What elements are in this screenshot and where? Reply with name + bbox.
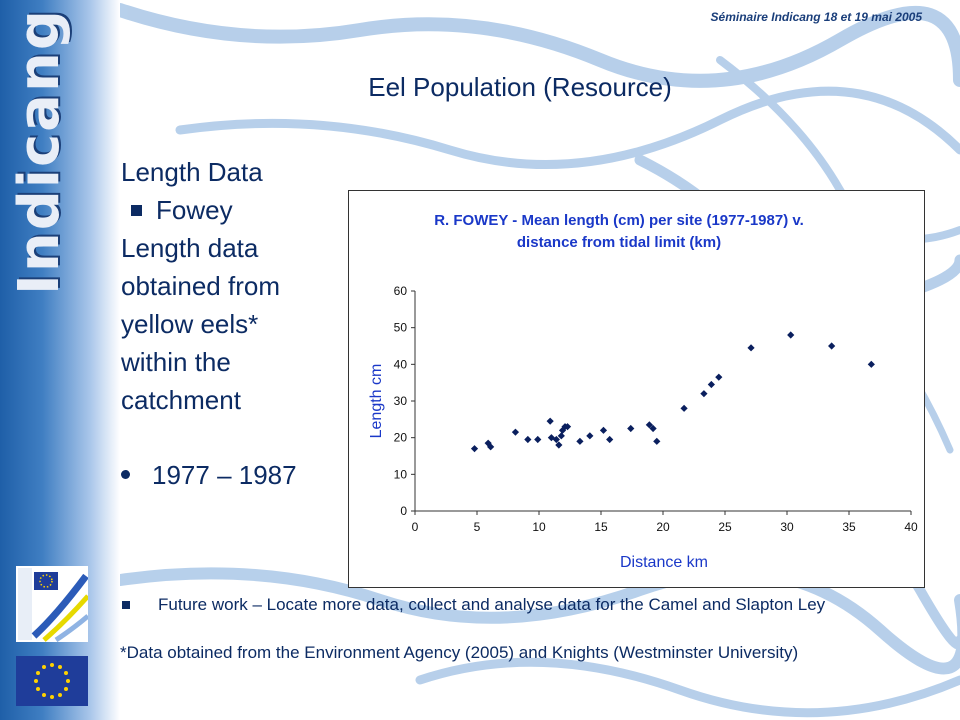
- length-data-heading: Length Data: [121, 157, 263, 187]
- fowey-label: Fowey: [156, 195, 233, 225]
- data-point: [586, 432, 594, 440]
- footnote: *Data obtained from the Environment Agen…: [120, 643, 799, 662]
- data-point: [715, 373, 723, 381]
- x-tick-label: 20: [656, 520, 670, 534]
- x-axis-label: Distance km: [620, 554, 708, 571]
- future-work-text: Future work – Locate more data, collect …: [158, 595, 826, 614]
- sidebar: Indicang: [0, 0, 120, 720]
- data-point: [867, 360, 875, 368]
- data-point: [552, 435, 560, 444]
- fowey-bullet: Fowey: [121, 191, 351, 229]
- chart-title-line-1: R. FOWEY - Mean length (cm) per site (19…: [434, 212, 804, 229]
- x-tick-label: 35: [842, 520, 856, 534]
- x-tick-label: 15: [594, 520, 608, 534]
- round-bullet-icon: [121, 470, 130, 480]
- body-line: yellow eels*: [121, 309, 259, 339]
- data-point: [627, 424, 635, 433]
- square-bullet-icon: [131, 204, 142, 216]
- x-tick-label: 5: [474, 520, 481, 534]
- y-tick-label: 20: [394, 431, 408, 445]
- y-tick-label: 40: [394, 357, 408, 371]
- chart-title-line-2: distance from tidal limit (km): [517, 234, 721, 251]
- x-tick-label: 40: [904, 520, 918, 534]
- length-data-block: Length Data Fowey Length data obtained f…: [121, 153, 351, 419]
- data-point: [470, 445, 479, 453]
- data-point: [599, 426, 608, 434]
- seminar-header: Séminaire Indicang 18 et 19 mai 2005: [710, 10, 922, 24]
- body-line: within the: [121, 347, 231, 377]
- body-line: catchment: [121, 385, 241, 415]
- period-label: 1977 – 1987: [152, 460, 297, 490]
- body-line: Length data: [121, 233, 259, 263]
- interreg-logo-icon: [16, 566, 88, 642]
- y-tick-label: 30: [394, 394, 408, 408]
- x-tick-label: 0: [412, 520, 419, 534]
- y-tick-label: 10: [394, 467, 408, 481]
- future-work-bullet: Future work – Locate more data, collect …: [120, 596, 930, 614]
- period-bullet: 1977 – 1987: [121, 460, 297, 491]
- data-point: [653, 437, 661, 445]
- y-tick-label: 60: [394, 284, 408, 298]
- scatter-chart: R. FOWEY - Mean length (cm) per site (19…: [348, 190, 925, 588]
- data-point: [747, 344, 755, 352]
- x-tick-label: 25: [718, 520, 732, 534]
- x-tick-label: 10: [532, 520, 546, 534]
- chart-svg: R. FOWEY - Mean length (cm) per site (19…: [368, 212, 918, 571]
- data-point: [534, 435, 542, 444]
- data-point: [524, 435, 532, 444]
- data-point: [546, 417, 554, 425]
- data-point: [700, 390, 708, 398]
- square-bullet-icon: [122, 601, 130, 609]
- data-point: [606, 435, 614, 444]
- body-line: obtained from: [121, 271, 280, 301]
- data-point: [555, 441, 563, 449]
- data-point: [680, 404, 688, 412]
- data-point: [828, 342, 836, 350]
- data-point: [576, 437, 584, 445]
- brand-logo-text: Indicang: [7, 8, 72, 295]
- data-point: [707, 380, 715, 389]
- data-point: [649, 424, 657, 433]
- slide-title: Eel Population (Resource): [368, 72, 672, 102]
- x-tick-label: 30: [780, 520, 794, 534]
- y-axis-label: Length cm: [368, 364, 385, 439]
- data-point: [511, 428, 520, 436]
- y-tick-label: 50: [394, 321, 408, 335]
- data-point: [787, 331, 795, 339]
- y-tick-label: 0: [400, 504, 407, 518]
- eu-flag-logo-icon: [16, 656, 88, 706]
